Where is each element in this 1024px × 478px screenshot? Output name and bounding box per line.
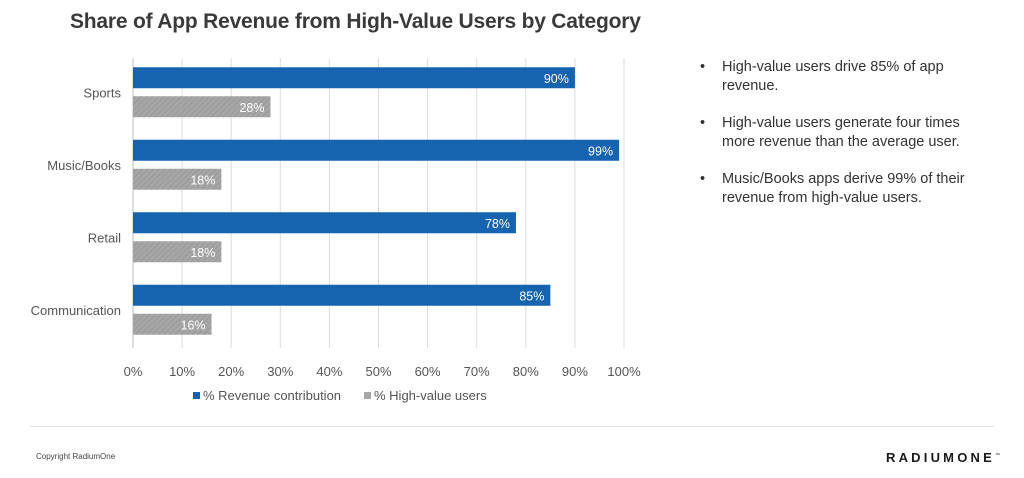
category-label: Music/Books	[47, 158, 121, 173]
x-tick-label: 50%	[365, 364, 391, 379]
category-label: Communication	[31, 303, 121, 318]
bar-chart: 90% 28% 99% 18% 78% 18% 85% 16% Sports Music/Boo…	[31, 58, 641, 403]
legend: % Revenue contribution % High-value users	[193, 388, 487, 403]
revenue-bar	[133, 212, 516, 234]
logo-trademark: ™	[994, 452, 1000, 459]
bar-group: 90% 28% 99% 18% 78% 18% 85% 16%	[133, 67, 620, 335]
radiumone-logo: RADIUMONE™	[886, 450, 1000, 465]
x-tick-label: 0%	[124, 364, 143, 379]
bar-value-label: 28%	[239, 101, 264, 115]
revenue-bar	[133, 139, 620, 161]
insight-item: Music/Books apps derive 99% of their rev…	[694, 170, 994, 208]
bar-value-label: 90%	[544, 72, 569, 86]
x-tick-label: 40%	[316, 364, 342, 379]
category-label: Retail	[88, 230, 121, 245]
legend-swatch	[193, 392, 200, 399]
x-tick-label: 70%	[464, 364, 490, 379]
copyright-text: Copyright RadiumOne	[36, 452, 116, 461]
users-bar	[133, 313, 212, 335]
bar-value-label: 16%	[181, 318, 206, 332]
bar-value-label: 18%	[190, 173, 215, 187]
users-bar	[133, 241, 222, 263]
x-tick-label: 60%	[415, 364, 441, 379]
bar-value-label: 78%	[485, 217, 510, 231]
insights-list: High-value users drive 85% of app revenu…	[694, 58, 994, 226]
insight-item: High-value users generate four times mor…	[694, 114, 994, 152]
bar-value-label: 18%	[190, 246, 215, 260]
x-tick-label: 20%	[218, 364, 244, 379]
x-tick-label: 90%	[562, 364, 588, 379]
x-tick-label: 30%	[267, 364, 293, 379]
x-tick-label: 100%	[607, 364, 641, 379]
legend-label: % Revenue contribution	[203, 388, 341, 403]
users-bar	[133, 168, 222, 190]
revenue-bar	[133, 67, 575, 89]
chart-title: Share of App Revenue from High-Value Use…	[70, 10, 641, 33]
legend-label: % High-value users	[374, 388, 487, 403]
revenue-bar	[133, 284, 551, 306]
logo-text: RADIUMONE	[886, 450, 995, 465]
users-bar	[133, 96, 271, 118]
legend-swatch	[364, 392, 371, 399]
category-label: Sports	[83, 85, 121, 100]
x-tick-label: 10%	[169, 364, 195, 379]
bar-value-label: 85%	[519, 289, 544, 303]
x-tick-labels: 0% 10% 20% 30% 40% 50% 60% 70% 80% 90% 100%	[124, 364, 641, 379]
footer-divider	[30, 426, 994, 427]
x-tick-label: 80%	[513, 364, 539, 379]
insight-item: High-value users drive 85% of app revenu…	[694, 58, 994, 96]
bar-value-label: 99%	[588, 144, 613, 158]
category-labels: Sports Music/Books Retail Communication	[31, 85, 122, 318]
